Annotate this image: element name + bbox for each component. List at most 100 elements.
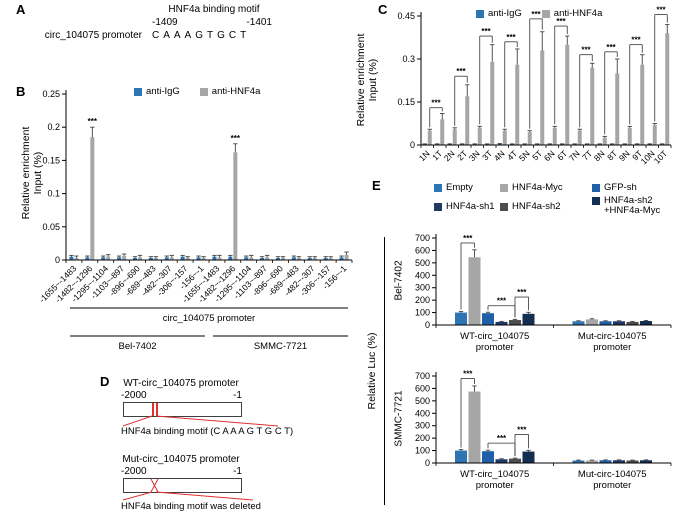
legend-item-anti-igg: anti-IgG [476,8,522,19]
legend-label: anti-IgG [146,86,180,97]
svg-text:600: 600 [415,383,430,393]
motif-mark [156,403,158,416]
legend-label: anti-HNF4a [553,8,603,19]
svg-text:***: *** [497,434,507,443]
svg-text:0.2: 0.2 [47,122,60,132]
promoter-name: circ_104075 promoter [44,30,142,41]
chip-bar-chart-cell-lines: 00.050.10.150.20.25-1655~-1483-1482~-129… [37,89,353,352]
svg-text:500: 500 [415,258,430,268]
svg-text:0.05: 0.05 [42,222,60,232]
luciferase-chart-smmc7721: 0 100 200 300 400 500 600 700 WT-circ_104075 prom… [415,369,672,491]
mut-motif-caption: HNF4a binding motif was deleted [121,501,261,512]
svg-text:SMMC-7721: SMMC-7721 [254,341,307,352]
mut-callout-lines [122,491,254,501]
luciferase-chart-bel7402: 0 100 200 300 400 500 600 700 WT-circ_104075 prom… [415,233,672,353]
gfp-sh-swatch-icon [592,184,600,192]
svg-text:***: *** [517,288,527,297]
panel-e-y-axis-label: Relative Luc (%) [366,332,378,410]
svg-text:300: 300 [415,421,430,431]
svg-text:***: *** [581,46,591,55]
legend-item-hnf4a-sh2: HNF4a-sh2 [500,196,588,217]
svg-text:10T: 10T [652,148,669,165]
svg-text:700: 700 [415,233,430,243]
legend-item-anti-igg: anti-IgG [134,86,180,97]
panel-e-axis-bracket [384,237,385,505]
panel-d-label: D [100,374,110,389]
anti-igg-swatch-icon [134,88,142,96]
svg-text:***: *** [88,117,98,126]
mut-promoter-box [123,478,242,493]
legend-item-hnf4a-sh2-myc: HNF4a-sh2 +HNF4a-Myc [592,195,672,217]
empty-swatch-icon [434,184,442,192]
panel-e-label: E [372,178,381,193]
svg-text:200: 200 [415,433,430,443]
svg-text:***: *** [656,6,666,15]
motif-mark [152,403,154,416]
wt-promoter-box [123,402,242,417]
svg-text:circ_104075 promoter: circ_104075 promoter [163,313,255,324]
legend-item-anti-hnf4a: anti-HNF4a [541,8,603,19]
svg-text:Bel-7402: Bel-7402 [118,341,156,352]
wt-callout-lines [122,415,279,427]
svg-text:0: 0 [425,320,430,330]
svg-text:400: 400 [415,408,430,418]
hnf4a-sh1-swatch-icon [434,202,442,211]
hnf4a-sh2-myc-swatch-icon [592,197,600,205]
legend-label: anti-HNF4a [211,86,261,97]
chip-bar-chart-tissues: 00.150.30.451N1T2N2T3N3T4N4T5N5T6N6T7N7T… [397,6,672,166]
panel-d: WT-circ_104075 promoter -2000 -1 HNF4a b… [95,376,375,513]
panel-b-legend: anti-IgG anti-HNF4a [134,86,260,97]
svg-text:***: *** [606,43,616,52]
svg-text:100: 100 [415,446,430,456]
svg-text:***: *** [231,134,241,143]
svg-text:0.15: 0.15 [42,155,60,165]
svg-text:***: *** [497,297,507,306]
svg-text:0: 0 [55,255,60,265]
panel-c-label: C [378,2,388,17]
panel-c-legend: anti-IgG anti-HNF4a [476,8,602,19]
anti-igg-swatch-icon [476,10,484,18]
motif-title: HNF4a binding motif [168,4,260,15]
legend-label: anti-IgG [488,8,522,19]
svg-text:***: *** [631,36,641,45]
svg-text:0.15: 0.15 [397,97,415,107]
svg-text:600: 600 [415,245,430,255]
svg-text:500: 500 [415,396,430,406]
svg-text:100: 100 [415,308,430,318]
svg-text:***: *** [517,425,527,434]
motif-coordinates: -1409 -1401 [152,17,272,28]
wt-promoter-title: WT-circ_104075 promoter [123,378,239,389]
svg-text:***: *** [463,234,473,243]
svg-text:200: 200 [415,295,430,305]
wt-motif-caption: HNF4a binding motif (C A A A G T G C T) [121,426,294,437]
legend-item-empty: Empty [434,182,496,193]
wt-promoter-coords: -2000 -1 [121,390,242,401]
legend-item-gfp-sh: GFP-sh [592,182,678,193]
svg-text:***: *** [431,99,441,108]
panel-e-legend: Empty HNF4a-Myc GFP-sh HNF4a-sh1 HNF4a-s… [434,182,678,217]
svg-text:700: 700 [415,371,430,381]
svg-text:0.1: 0.1 [47,189,60,199]
motif-end-coord: -1401 [246,17,272,28]
svg-text:***: *** [506,33,516,42]
svg-text:300: 300 [415,283,430,293]
panel-a-label: A [16,2,26,17]
legend-item-anti-hnf4a: anti-HNF4a [199,86,261,97]
svg-text:***: *** [556,17,566,26]
hnf4a-myc-swatch-icon [500,184,508,192]
mut-promoter-title: Mut-circ_104075 promoter [122,454,240,465]
svg-text:400: 400 [415,270,430,280]
motif-sequence: CAAAGTGCT [152,30,251,41]
mut-promoter-coords: -2000 -1 [121,466,242,477]
svg-text:***: *** [481,27,491,36]
svg-text:0: 0 [425,458,430,468]
svg-text:0.45: 0.45 [397,11,415,21]
hnf4a-sh2-swatch-icon [500,202,508,211]
anti-hnf4a-swatch-icon [199,88,208,96]
panel-b-label: B [16,84,26,99]
